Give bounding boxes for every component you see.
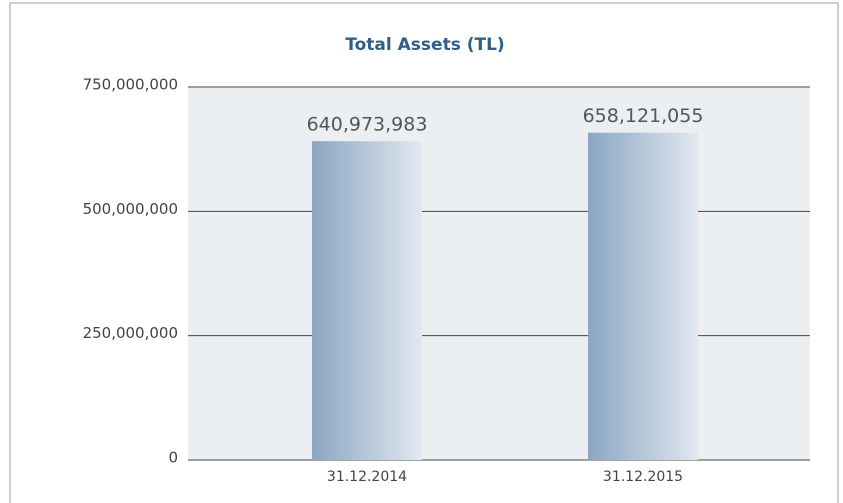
frame xyxy=(9,2,839,503)
plot-area xyxy=(188,87,810,460)
value-label: 640,973,983 xyxy=(307,114,428,136)
x-tick-label: 31.12.2015 xyxy=(603,469,683,485)
x-tick-label: 31.12.2014 xyxy=(327,469,407,485)
y-tick-label: 750,000,000 xyxy=(83,76,178,94)
y-tick-label: 500,000,000 xyxy=(83,200,178,218)
y-tick-label: 250,000,000 xyxy=(83,324,178,342)
bar xyxy=(588,132,698,460)
value-label: 658,121,055 xyxy=(583,105,704,127)
y-tick-label: 0 xyxy=(168,449,178,467)
chart-title: Total Assets (TL) xyxy=(345,35,504,55)
bar xyxy=(312,141,422,460)
